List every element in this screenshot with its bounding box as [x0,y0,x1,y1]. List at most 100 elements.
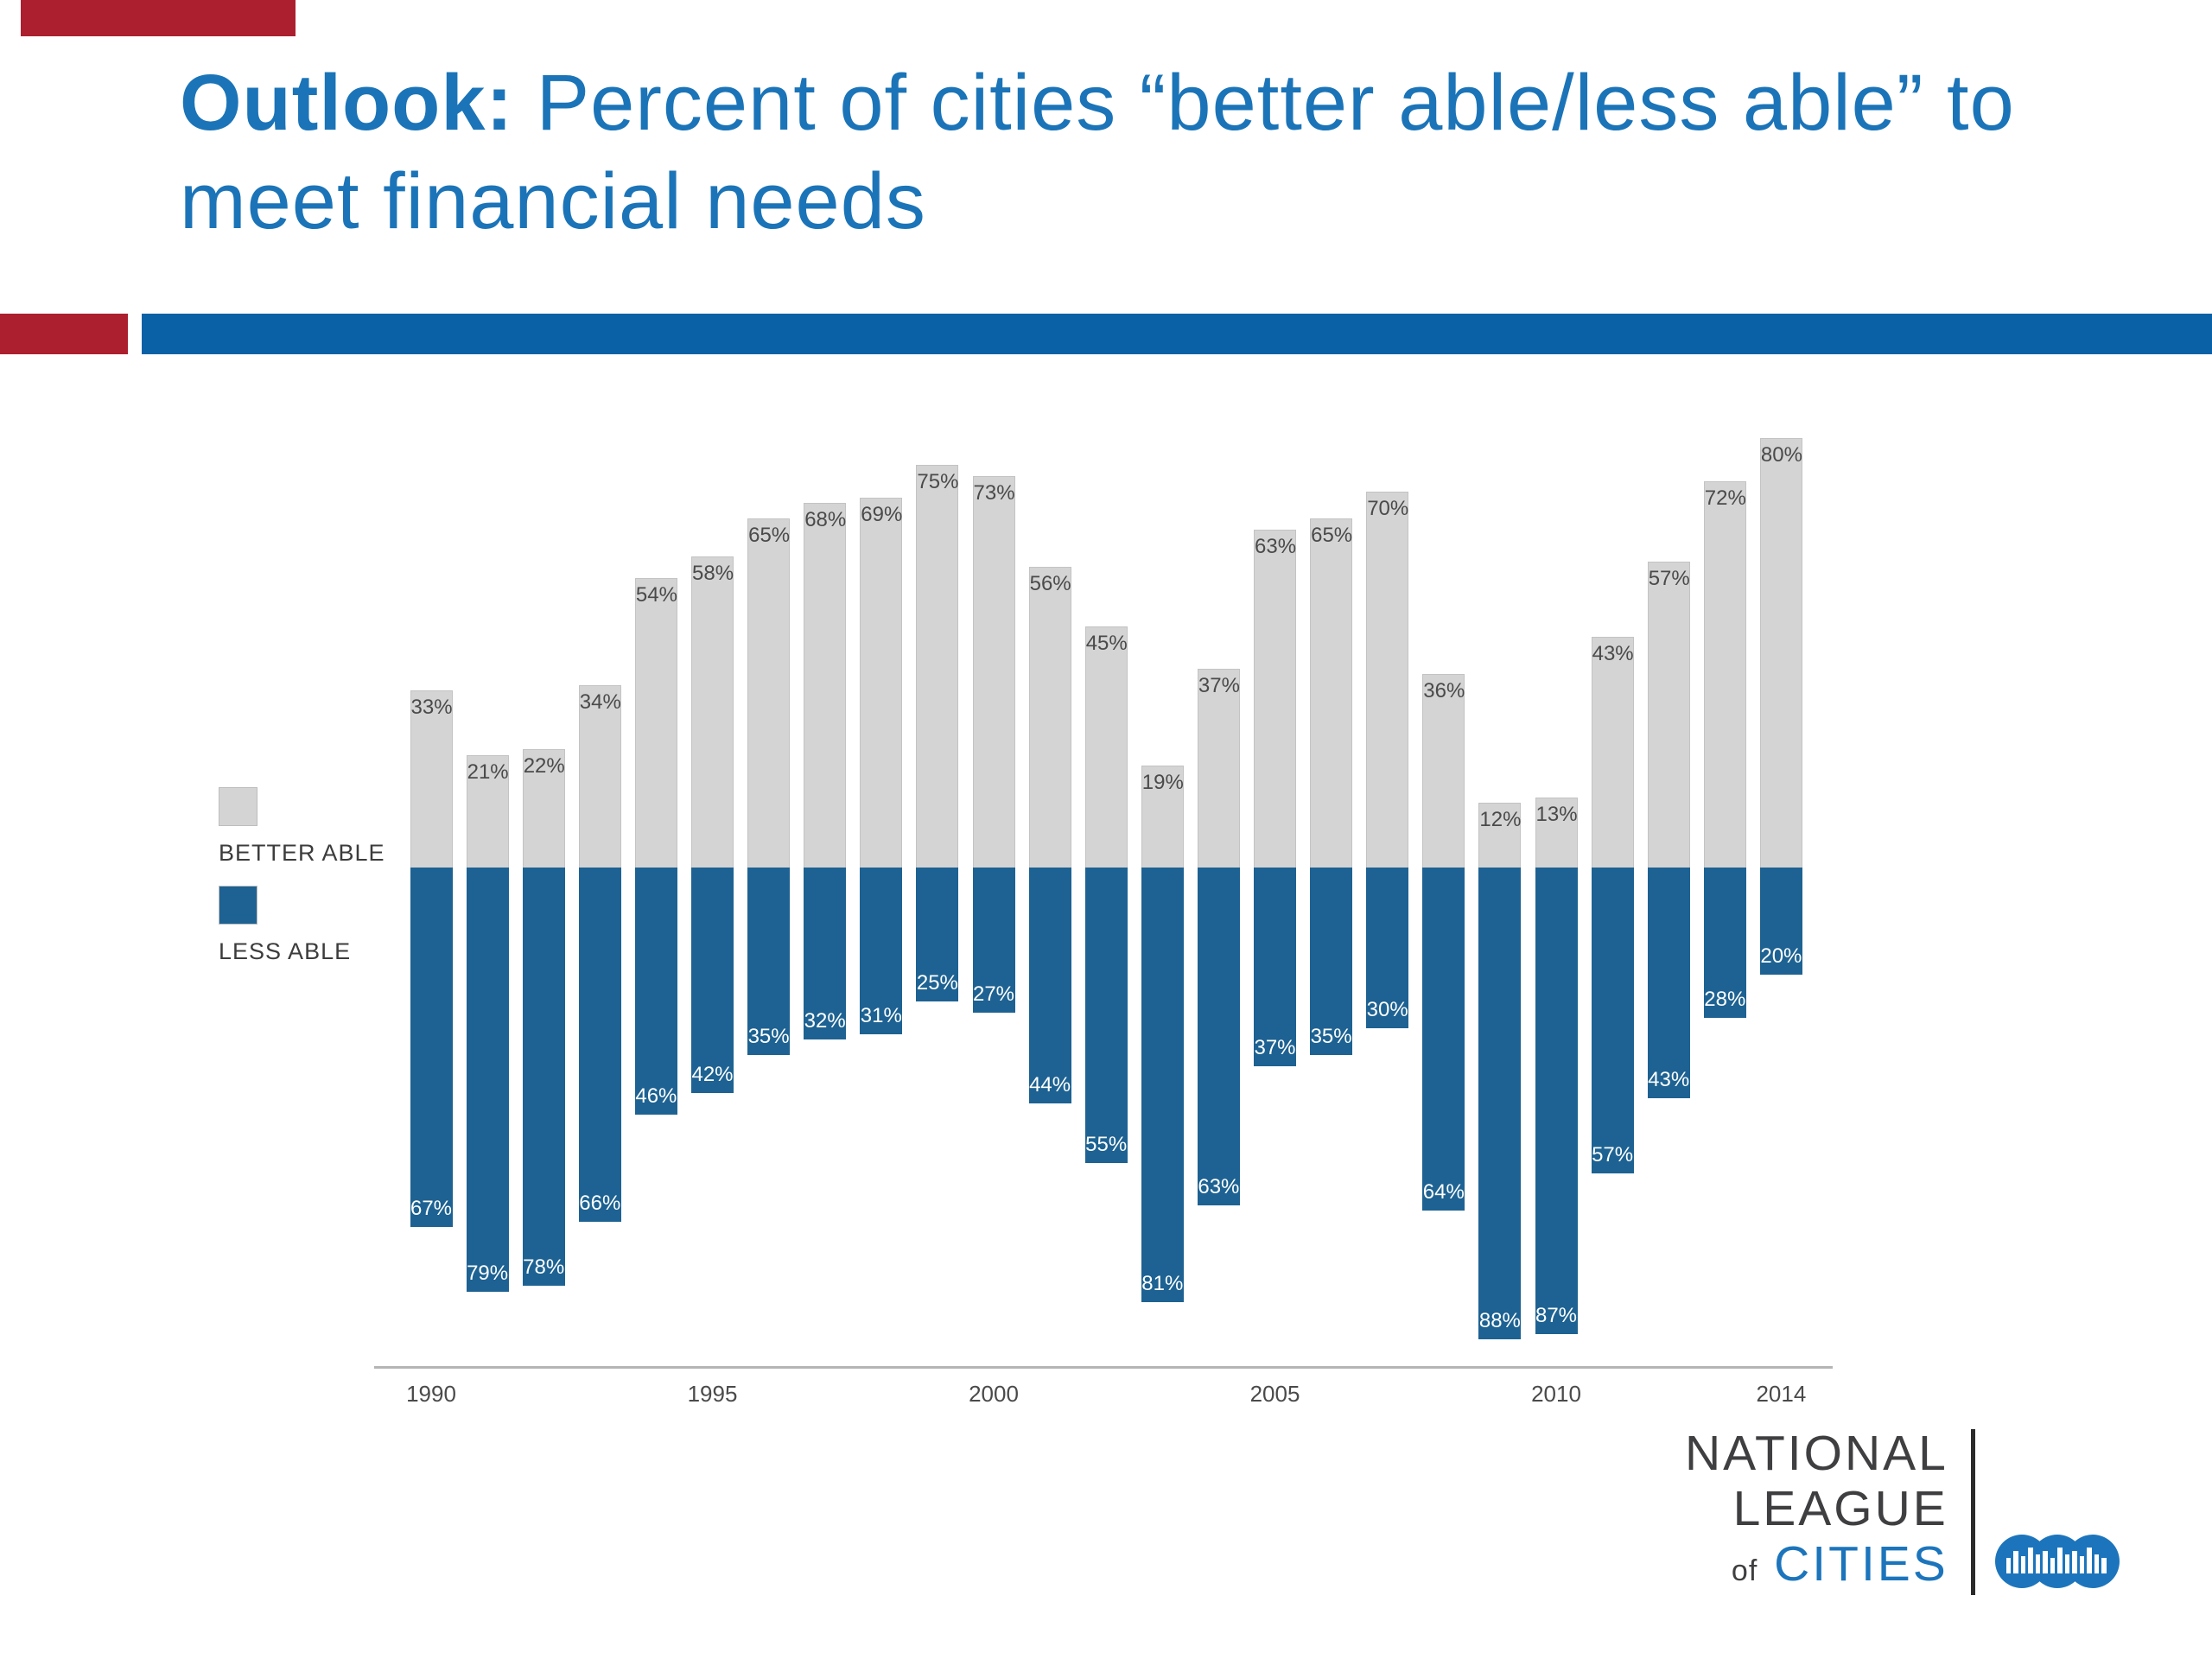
bar-label-better-able: 22% [523,754,565,778]
bar-less-able-1994: 46% [634,868,677,1115]
bar-label-less-able: 43% [1648,1068,1690,1091]
bar-better-able-2009: 12% [1478,803,1521,868]
bar-better-able-2002: 45% [1084,626,1128,868]
bar-better-able-2013: 72% [1703,481,1746,868]
bar-label-better-able: 21% [467,760,509,784]
bar-label-better-able: 36% [1423,679,1465,702]
bar-label-better-able: 58% [692,562,734,585]
bar-less-able-2007: 30% [1366,868,1409,1028]
nlc-logo-line3: of CITIES [1685,1536,1948,1599]
top-left-red-tab [21,0,296,36]
bar-less-able-1999: 25% [916,868,959,1001]
x-axis-tick-2010: 2010 [1531,1381,1581,1407]
x-axis-tick-2000: 2000 [969,1381,1019,1407]
bar-better-able-1990: 33% [410,690,453,868]
page-title-rest: Percent of cities “better able/less able… [180,59,2015,246]
bar-less-able-1993: 66% [578,868,621,1222]
bar-label-less-able: 35% [1310,1025,1352,1048]
bar-label-less-able: 81% [1141,1272,1184,1295]
bar-label-better-able: 73% [973,481,1015,505]
bar-better-able-1999: 75% [916,465,958,868]
bar-label-better-able: 72% [1704,486,1746,510]
bar-better-able-1996: 65% [747,518,790,868]
x-axis-tick-1995: 1995 [687,1381,738,1407]
bar-label-better-able: 69% [861,503,903,526]
bar-better-able-2000: 73% [972,476,1015,868]
x-axis-tick-1990: 1990 [406,1381,456,1407]
bar-better-able-1995: 58% [691,556,734,868]
bar-label-less-able: 79% [467,1262,509,1285]
bar-label-less-able: 67% [410,1197,453,1220]
bar-label-better-able: 63% [1255,535,1297,558]
bar-better-able-2010: 13% [1535,798,1578,868]
bar-label-better-able: 65% [1311,524,1353,547]
x-axis-line [374,1366,1833,1369]
bar-label-better-able: 75% [917,470,959,493]
bar-less-able-2009: 88% [1478,868,1522,1339]
bar-less-able-2000: 27% [972,868,1015,1013]
bar-label-less-able: 46% [635,1084,677,1108]
legend-label-less-able: LESS ABLE [219,938,352,964]
legend-swatch-less-able [219,886,257,925]
bar-less-able-2010: 87% [1535,868,1578,1334]
bar-label-less-able: 37% [1254,1036,1296,1059]
bar-label-less-able: 87% [1535,1304,1578,1327]
bar-label-better-able: 33% [410,696,453,719]
nlc-logo-line2: LEAGUE [1732,1481,1948,1536]
bar-label-less-able: 55% [1085,1133,1128,1156]
bar-label-less-able: 32% [804,1009,846,1033]
bar-less-able-1990: 67% [410,868,453,1227]
bar-better-able-1992: 22% [522,749,565,868]
bar-better-able-2011: 43% [1591,637,1634,868]
bar-better-able-1997: 68% [804,503,846,868]
bar-less-able-1992: 78% [522,868,565,1286]
bar-label-better-able: 65% [748,524,791,547]
divider-red-accent [0,314,128,354]
bar-less-able-1998: 31% [860,868,903,1034]
bar-less-able-2014: 20% [1759,868,1802,975]
nlc-logo-line1: NATIONAL [1685,1426,1948,1481]
bar-label-less-able: 88% [1478,1309,1521,1332]
bar-less-able-1991: 79% [466,868,509,1292]
divider-blue-bar [142,314,2212,354]
bar-label-less-able: 66% [579,1192,621,1215]
bar-label-better-able: 34% [579,690,621,714]
bar-less-able-2011: 57% [1591,868,1634,1173]
bar-label-less-able: 63% [1198,1175,1240,1198]
bar-label-better-able: 70% [1367,497,1409,520]
legend-label-better-able: BETTER ABLE [219,840,385,866]
bar-better-able-2001: 56% [1028,567,1071,868]
bar-less-able-2013: 28% [1703,868,1746,1018]
bar-label-less-able: 64% [1422,1180,1465,1204]
bar-label-better-able: 19% [1141,771,1184,794]
bar-less-able-2012: 43% [1647,868,1690,1098]
bar-less-able-2006: 35% [1310,868,1353,1055]
bar-label-less-able: 42% [691,1063,734,1086]
bar-better-able-2006: 65% [1310,518,1352,868]
bar-label-better-able: 80% [1760,443,1802,467]
bar-better-able-1993: 34% [578,685,621,868]
nlc-logo-cities: CITIES [1774,1536,1948,1592]
bar-label-better-able: 68% [804,508,847,531]
bar-less-able-2003: 81% [1141,868,1184,1302]
bar-better-able-2003: 19% [1141,766,1184,868]
bar-label-better-able: 43% [1592,642,1634,665]
bar-less-able-2002: 55% [1084,868,1128,1163]
bar-label-less-able: 57% [1592,1143,1634,1166]
bar-better-able-2008: 36% [1422,674,1465,868]
nlc-logo-text: NATIONAL LEAGUE of CITIES [1685,1426,1948,1599]
bar-less-able-2001: 44% [1028,868,1071,1103]
nlc-logo-of: of [1731,1554,1758,1587]
nlc-logo: NATIONAL LEAGUE of CITIES [1685,1426,2122,1599]
bar-label-better-able: 13% [1535,803,1578,826]
bar-better-able-2014: 80% [1759,438,1802,868]
bar-better-able-1998: 69% [860,498,902,868]
bar-label-better-able: 57% [1648,567,1690,590]
legend-swatch-better-able [219,787,257,826]
bar-label-less-able: 28% [1704,988,1746,1011]
bar-better-able-1991: 21% [466,755,509,868]
bar-label-less-able: 30% [1366,998,1408,1021]
bar-less-able-2008: 64% [1422,868,1465,1211]
bar-label-less-able: 44% [1029,1073,1071,1096]
